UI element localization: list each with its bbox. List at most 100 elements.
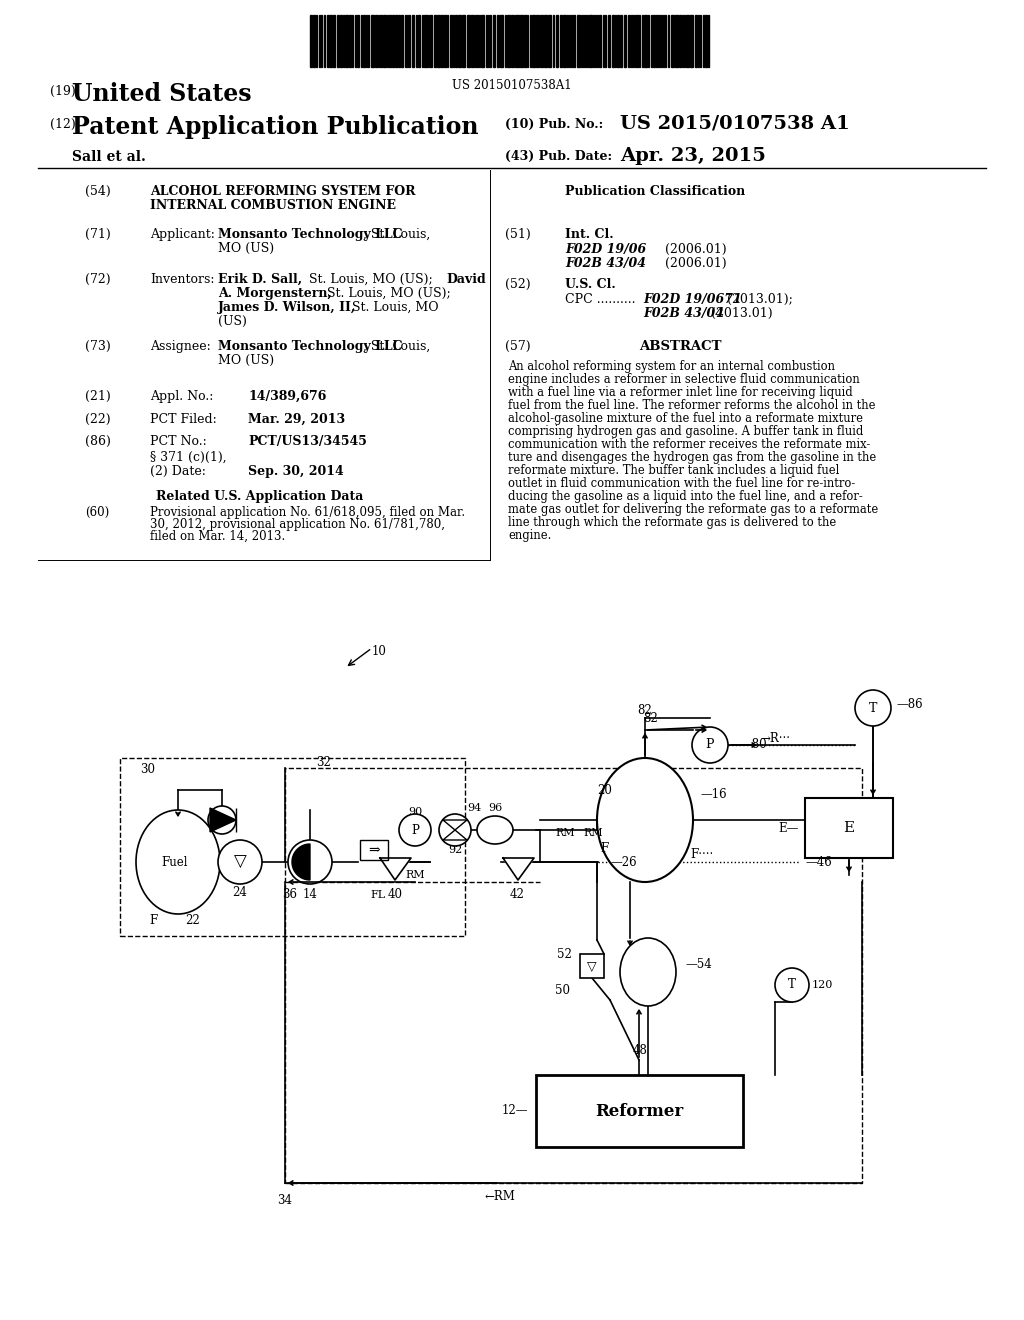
Bar: [536, 1074, 743, 1147]
Text: with a fuel line via a reformer inlet line for receiving liquid: with a fuel line via a reformer inlet li…: [508, 385, 853, 399]
Bar: [380, 15, 382, 67]
Text: Monsanto Technology LLC: Monsanto Technology LLC: [218, 341, 402, 352]
Bar: [532, 15, 535, 67]
Text: Publication Classification: Publication Classification: [565, 185, 745, 198]
Text: 82: 82: [638, 704, 652, 717]
Text: 90: 90: [408, 807, 422, 817]
Bar: [441, 15, 443, 67]
Text: ⇒: ⇒: [369, 843, 380, 857]
Text: St. Louis, MO (US);: St. Louis, MO (US);: [323, 286, 451, 300]
Text: 36: 36: [283, 888, 298, 902]
Text: PCT/US13/34545: PCT/US13/34545: [248, 436, 367, 447]
Text: T: T: [788, 978, 796, 991]
Text: FL: FL: [371, 890, 386, 900]
Text: (US): (US): [218, 315, 247, 327]
Text: United States: United States: [72, 82, 252, 106]
Text: —80: —80: [740, 738, 767, 751]
Bar: [511, 15, 513, 67]
Text: ducing the gasoline as a liquid into the fuel line, and a refor-: ducing the gasoline as a liquid into the…: [508, 490, 863, 503]
Text: U.S. Cl.: U.S. Cl.: [565, 279, 615, 290]
Text: —16: —16: [700, 788, 727, 801]
Bar: [520, 15, 523, 67]
Text: An alcohol reforming system for an internal combustion: An alcohol reforming system for an inter…: [508, 360, 835, 374]
Text: , St. Louis,: , St. Louis,: [362, 228, 430, 242]
Text: 40: 40: [387, 888, 402, 902]
Bar: [455, 15, 457, 67]
Bar: [345, 15, 348, 67]
Text: 50: 50: [555, 983, 569, 997]
Text: Int. Cl.: Int. Cl.: [565, 228, 613, 242]
Text: 14: 14: [302, 888, 317, 902]
Text: —86: —86: [896, 698, 923, 711]
Bar: [395, 15, 397, 67]
Text: 20: 20: [597, 784, 612, 796]
Text: 30: 30: [140, 763, 155, 776]
Text: Monsanto Technology LLC: Monsanto Technology LLC: [218, 228, 402, 242]
Text: (57): (57): [505, 341, 530, 352]
Text: 120: 120: [812, 979, 834, 990]
Bar: [401, 15, 403, 67]
Text: CPC ..........: CPC ..........: [565, 293, 636, 306]
Text: ▽: ▽: [587, 960, 597, 973]
Text: ALCOHOL REFORMING SYSTEM FOR: ALCOHOL REFORMING SYSTEM FOR: [150, 185, 416, 198]
Ellipse shape: [136, 810, 220, 913]
Bar: [333, 15, 335, 67]
Text: (52): (52): [505, 279, 530, 290]
Bar: [481, 15, 484, 67]
Ellipse shape: [597, 758, 693, 882]
Circle shape: [288, 840, 332, 884]
Circle shape: [439, 814, 471, 846]
Bar: [548, 15, 551, 67]
Text: 12—: 12—: [502, 1105, 528, 1118]
Bar: [636, 15, 638, 67]
Bar: [536, 15, 538, 67]
Text: Patent Application Publication: Patent Application Publication: [72, 115, 478, 139]
Text: Sep. 30, 2014: Sep. 30, 2014: [248, 465, 344, 478]
Text: RM: RM: [406, 870, 425, 880]
Text: filed on Mar. 14, 2013.: filed on Mar. 14, 2013.: [150, 531, 286, 543]
Text: 96: 96: [487, 803, 502, 813]
Text: comprising hydrogen gas and gasoline. A buffer tank in fluid: comprising hydrogen gas and gasoline. A …: [508, 425, 863, 438]
Circle shape: [399, 814, 431, 846]
Bar: [437, 15, 440, 67]
Bar: [444, 15, 446, 67]
Text: ←RM: ←RM: [484, 1189, 515, 1203]
Bar: [430, 15, 432, 67]
Text: 30, 2012, provisional application No. 61/781,780,: 30, 2012, provisional application No. 61…: [150, 517, 445, 531]
Text: —54: —54: [685, 958, 712, 972]
Bar: [679, 15, 681, 67]
Bar: [577, 15, 580, 67]
Bar: [450, 15, 452, 67]
Bar: [675, 15, 678, 67]
Text: 82: 82: [643, 711, 657, 725]
Bar: [690, 15, 693, 67]
Text: (2006.01): (2006.01): [665, 257, 727, 271]
Bar: [424, 15, 427, 67]
Text: RM: RM: [555, 828, 574, 838]
Bar: [412, 15, 414, 67]
Bar: [589, 15, 592, 67]
Circle shape: [692, 727, 728, 763]
Text: 14/389,676: 14/389,676: [248, 389, 327, 403]
Circle shape: [208, 807, 236, 834]
Text: (21): (21): [85, 389, 111, 403]
Text: alcohol-gasoline mixture of the fuel into a reformate mixture: alcohol-gasoline mixture of the fuel int…: [508, 412, 863, 425]
Text: Erik D. Sall,: Erik D. Sall,: [218, 273, 302, 286]
Text: Reformer: Reformer: [595, 1102, 683, 1119]
Text: (71): (71): [85, 228, 111, 242]
Text: F02D 19/0671: F02D 19/0671: [643, 293, 741, 306]
Bar: [686, 15, 689, 67]
Circle shape: [775, 968, 809, 1002]
Circle shape: [218, 840, 262, 884]
Text: E—: E—: [778, 821, 799, 834]
Text: T: T: [868, 701, 878, 714]
Bar: [516, 15, 519, 67]
Text: Applicant:: Applicant:: [150, 228, 215, 242]
Bar: [362, 15, 365, 67]
Bar: [563, 15, 566, 67]
Text: Inventors:: Inventors:: [150, 273, 214, 286]
Text: P: P: [411, 824, 419, 837]
Bar: [507, 15, 510, 67]
Bar: [337, 15, 339, 67]
Bar: [580, 954, 604, 978]
